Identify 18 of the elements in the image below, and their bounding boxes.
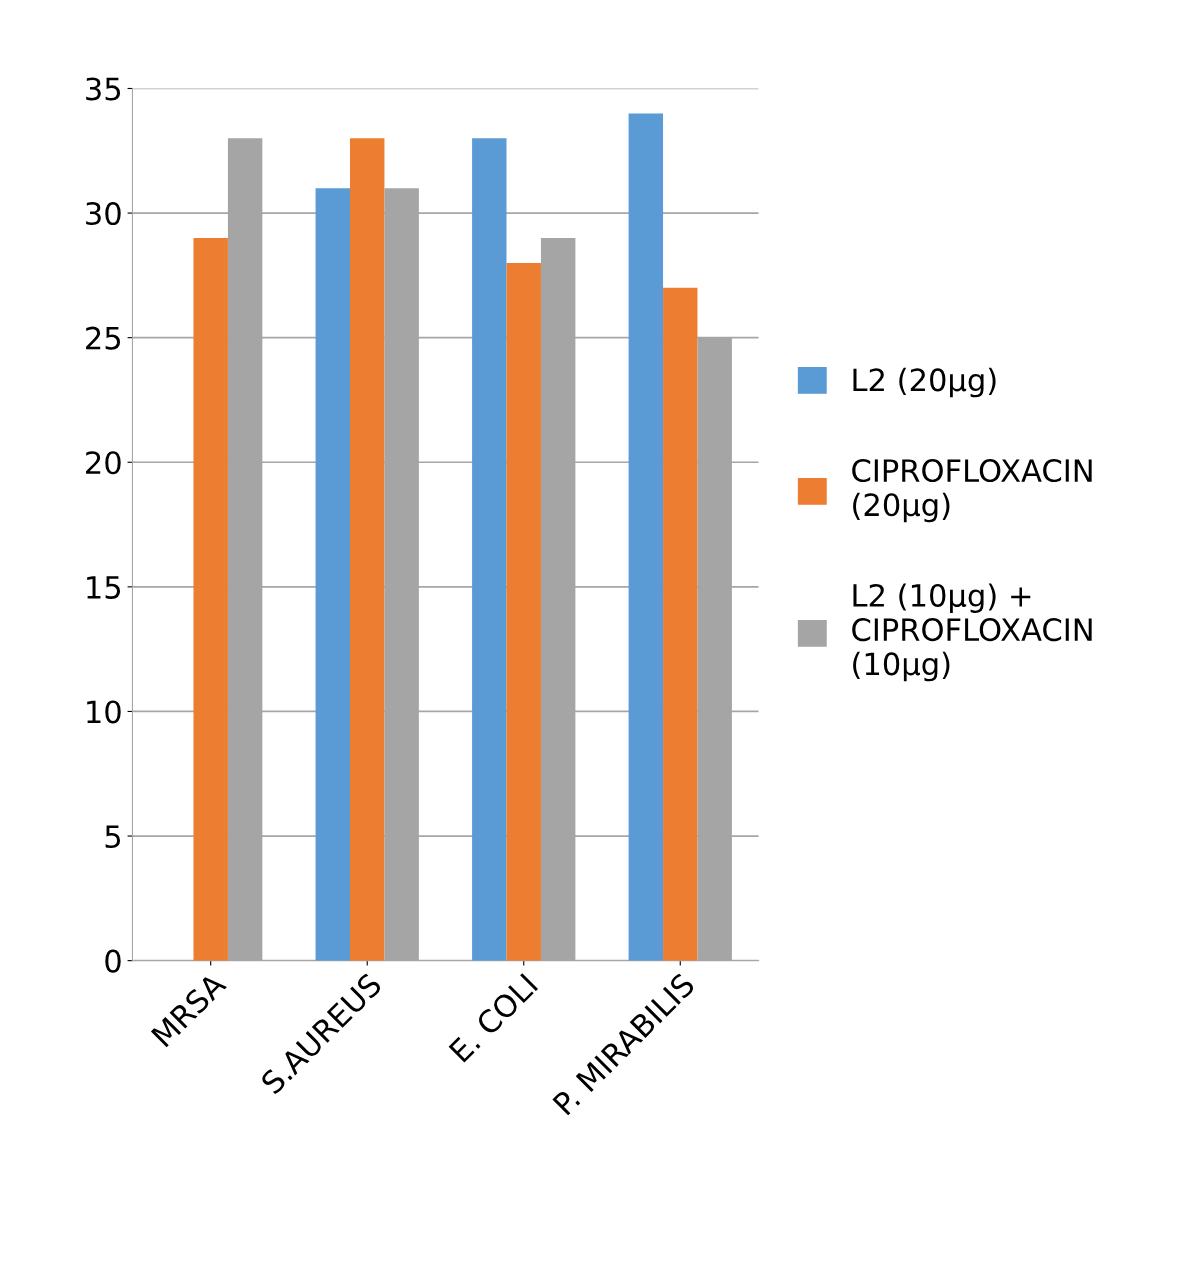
y-tick-label: 10: [87, 700, 121, 724]
y-tick-label: 5: [105, 825, 121, 849]
legend-label: CIPROFLOXACIN (20µg): [852, 458, 1092, 523]
legend-label: L2 (10µg) + CIPROFLOXACIN (10µg): [852, 583, 1092, 682]
legend-label: L2 (20µg): [853, 367, 996, 398]
y-tick-label: 20: [86, 451, 121, 475]
y-tick-label: 35: [86, 77, 121, 101]
bar: [350, 138, 385, 961]
y-tick-label: 15: [87, 576, 121, 599]
bar: [193, 237, 228, 961]
bar: [628, 113, 664, 961]
bar: [472, 138, 507, 961]
bar: [506, 262, 541, 961]
bar: [663, 287, 698, 961]
y-tick-label: 30: [86, 202, 121, 226]
y-tick-label: 25: [86, 326, 121, 350]
bar: [315, 188, 350, 961]
y-tick-label: 0: [105, 949, 121, 973]
